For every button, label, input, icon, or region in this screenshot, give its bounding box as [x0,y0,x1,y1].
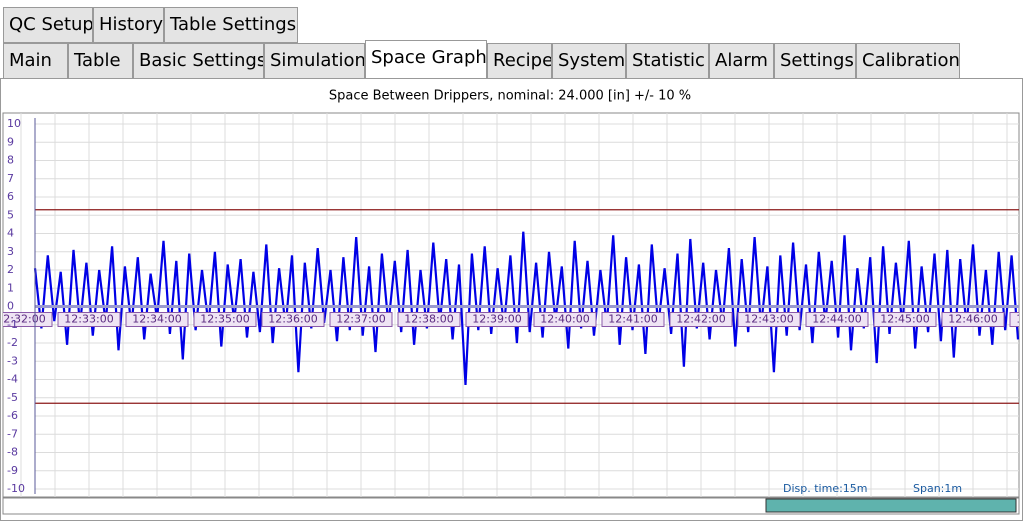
time-label-box [125,312,189,327]
y-tick-label: 5 [7,208,14,221]
x-tick-label: 12:47:00 [1016,313,1024,326]
time-label-box [533,312,597,327]
y-tick-label: -2 [7,336,18,349]
tab[interactable]: Simulation [264,43,365,79]
x-tick-label: 12:38:00 [404,313,453,326]
time-label-box [465,312,529,327]
time-label-box [601,312,665,327]
y-tick-label: 2 [7,263,14,276]
y-tick-label: 10 [7,117,21,130]
y-tick-label: -8 [7,446,18,459]
time-label-box [669,312,733,327]
tab[interactable]: History [93,7,164,43]
y-tick-label: -7 [7,427,18,440]
tab[interactable]: Calibration [856,43,960,79]
x-tick-label: 12:36:00 [268,313,317,326]
y-tick-label: 8 [7,154,14,167]
y-tick-label: -5 [7,391,18,404]
x-tick-label: 12:39:00 [472,313,521,326]
scrollbar-thumb[interactable] [765,498,1017,513]
signal-line [33,231,1019,386]
x-tick-label: 12:34:00 [132,313,181,326]
y-tick-label: 1 [7,281,14,294]
y-tick-label: -6 [7,409,18,422]
y-tick-label: 3 [7,245,14,258]
time-label-box [261,312,325,327]
tab[interactable]: Recipe [487,43,552,79]
tab[interactable]: System [552,43,626,79]
scrollbar-track[interactable] [2,497,1020,515]
tab[interactable]: QC Setup [3,7,93,43]
x-tick-label: 12:44:00 [812,313,861,326]
tab[interactable]: Table [68,43,133,79]
tab[interactable]: Alarm [709,43,774,79]
tab[interactable]: Space Graph [365,40,487,78]
x-tick-label: 12:42:00 [676,313,725,326]
tab[interactable]: Settings [774,43,856,79]
tab[interactable]: Basic Settings [133,43,264,79]
x-tick-label: 12:46:00 [948,313,997,326]
y-tick-label: 4 [7,227,14,240]
y-tick-label: 0 [7,300,14,313]
y-tick-label: 6 [7,190,14,203]
y-tick-label: -10 [7,482,25,495]
y-tick-label: -3 [7,354,18,367]
time-label-box [3,312,53,327]
y-tick-label: 9 [7,135,14,148]
y-tick-label: -1 [7,318,18,331]
time-label-box [57,312,121,327]
x-tick-label: 12:37:00 [336,313,385,326]
x-tick-label: 12:33:00 [64,313,113,326]
panel [0,78,1023,521]
x-tick-label: 12:35:00 [200,313,249,326]
time-label-box [873,312,937,327]
y-tick-label: -9 [7,464,18,477]
chart-title: Space Between Drippers, nominal: 24.000 … [329,89,691,104]
x-tick-label: 12:40:00 [540,313,589,326]
x-tick-label: 12:45:00 [880,313,929,326]
time-label-box [941,312,1005,327]
disp-time: Disp. time:15m [783,482,868,495]
tab[interactable]: Table Settings [164,7,298,43]
time-label-box [1009,312,1019,327]
y-tick-label: -4 [7,373,18,386]
time-label-box [805,312,869,327]
tab[interactable]: Statistic [626,43,709,79]
span: Span:1m [913,482,962,495]
time-label-box [193,312,257,327]
time-label-box [397,312,461,327]
x-tick-label: 12:41:00 [608,313,657,326]
time-label-box [329,312,393,327]
x-tick-label: 12:43:00 [744,313,793,326]
time-label-box [737,312,801,327]
y-tick-label: 7 [7,172,14,185]
